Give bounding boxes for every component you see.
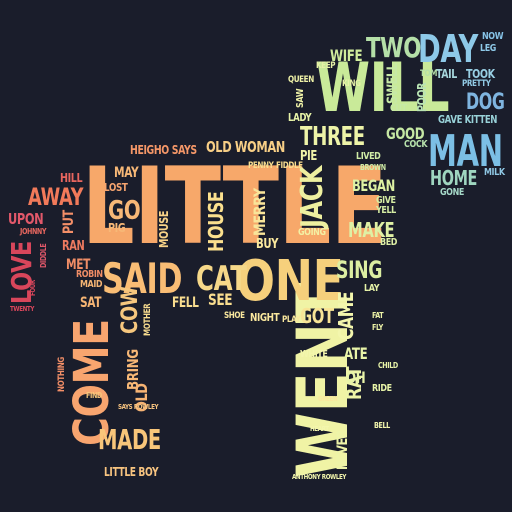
word-tom: TOM: [420, 69, 437, 79]
word-cock: COCK: [404, 139, 428, 150]
word-merry: MERRY: [250, 188, 269, 236]
word-anthony-rowley: ANTHONY ROWLEY: [292, 473, 347, 481]
word-little: LITTLE: [82, 145, 387, 268]
word-penny: PENNY: [248, 161, 274, 171]
word-pig: PIG: [108, 221, 126, 235]
word-home: HOME: [430, 166, 478, 190]
word-may: MAY: [114, 165, 139, 181]
word-sat: SAT: [80, 295, 102, 311]
word-pie: PIE: [300, 149, 317, 164]
word-fell: FELL: [172, 295, 199, 311]
word-king: KING: [342, 79, 361, 89]
word-green: GREEN: [318, 395, 338, 403]
word-johnny: JOHNNY: [20, 227, 47, 236]
word-says-rowley: SAYS ROWLEY: [118, 403, 159, 411]
word-cow: COW: [118, 286, 143, 334]
word-fly: FLY: [372, 323, 383, 332]
word-mother: MOTHER: [143, 303, 153, 336]
word-sing: SING: [336, 256, 383, 284]
word-never: NEVER: [335, 430, 351, 470]
word-ran: RAN: [62, 239, 85, 254]
word-leg: LEG: [480, 43, 496, 54]
word-good: GOOD: [386, 124, 425, 143]
word-will: WILL: [316, 49, 450, 128]
word-put: PUT: [61, 210, 77, 234]
word-got: GOT: [300, 304, 334, 328]
word-brown: BROWN: [360, 163, 386, 172]
word-ate: ATE: [344, 344, 368, 363]
word-upon: UPON: [8, 210, 44, 228]
word-gave-kitten: GAVE KITTEN: [438, 113, 498, 126]
word-nothing: NOTHING: [57, 357, 67, 392]
word-night: NIGHT: [250, 311, 280, 324]
word-go: GO: [108, 196, 141, 226]
word-milk: MILK: [484, 167, 505, 178]
word-took: TOOK: [466, 67, 495, 81]
word-swell: SWELL: [385, 63, 401, 104]
word-cat: CAT: [196, 259, 247, 299]
word-three: THREE: [300, 122, 365, 152]
word-tail: TAIL: [436, 67, 457, 81]
word-lived: LIVED: [356, 151, 381, 162]
word-bed: BED: [380, 237, 398, 248]
word-jack: JACK: [295, 165, 330, 228]
word-man: MAN: [428, 126, 503, 177]
word-fiddle: FIDDLE: [276, 161, 303, 171]
word-buy: BUY: [256, 237, 279, 252]
word-dog: DOG: [466, 90, 505, 115]
word-hill: HILL: [60, 171, 83, 185]
word-bell: BELL: [374, 421, 390, 430]
word-diddle: DIDDLE: [39, 243, 48, 268]
word-lost: LOST: [104, 181, 128, 194]
word-heart: HEART: [310, 425, 329, 433]
word-lay: LAY: [364, 283, 380, 294]
word-came: CAME: [334, 291, 358, 340]
word-saw: SAW: [295, 88, 306, 108]
word-made: MADE: [98, 423, 161, 456]
word-mouse: MOUSE: [157, 211, 171, 248]
word-keep: KEEP: [316, 61, 336, 71]
word-lady: LADY: [288, 111, 312, 124]
word-pretty: PRETTY: [462, 79, 491, 89]
word-away: AWAY: [28, 183, 84, 211]
word-robin: ROBIN: [76, 269, 103, 280]
word-gone: GONE: [440, 187, 464, 198]
word-make: MAKE: [348, 218, 395, 242]
word-four: FOUR: [29, 280, 37, 296]
word-queen: QUEEN: [288, 75, 314, 85]
word-going: GOING: [298, 227, 326, 238]
word-maid: MAID: [80, 279, 103, 290]
word-heigho-says: HEIGHO SAYS: [130, 143, 197, 157]
word-oh: OH: [346, 368, 366, 387]
word-house: HOUSE: [204, 191, 228, 252]
word-fat: FAT: [372, 311, 384, 320]
word-ride: RIDE: [372, 383, 392, 394]
word-give: GIVE: [376, 195, 396, 206]
word-shoe: SHOE: [224, 311, 245, 321]
word-yell: YELL: [376, 205, 396, 216]
word-cut: CUT: [390, 103, 407, 114]
word-white: WHITE: [300, 349, 328, 360]
word-began: BEGAN: [352, 176, 395, 195]
word-day: DAY: [418, 27, 479, 71]
word-poor: POOR: [415, 82, 429, 112]
word-little-boy: LITTLE BOY: [104, 465, 159, 479]
word-old-woman: OLD WOMAN: [206, 138, 285, 156]
word-two: TWO: [366, 31, 421, 64]
word-see: SEE: [208, 290, 233, 309]
word-twenty: TWENTY: [10, 305, 34, 313]
word-find: FIND: [86, 391, 102, 400]
word-wife: WIFE: [330, 46, 363, 65]
word-child: CHILD: [378, 361, 398, 370]
word-one: ONE: [236, 249, 344, 314]
word-now: NOW: [482, 31, 504, 42]
word-said: SAID: [102, 254, 183, 303]
word-met: MET: [66, 257, 90, 273]
word-play: PLAY: [282, 315, 301, 325]
